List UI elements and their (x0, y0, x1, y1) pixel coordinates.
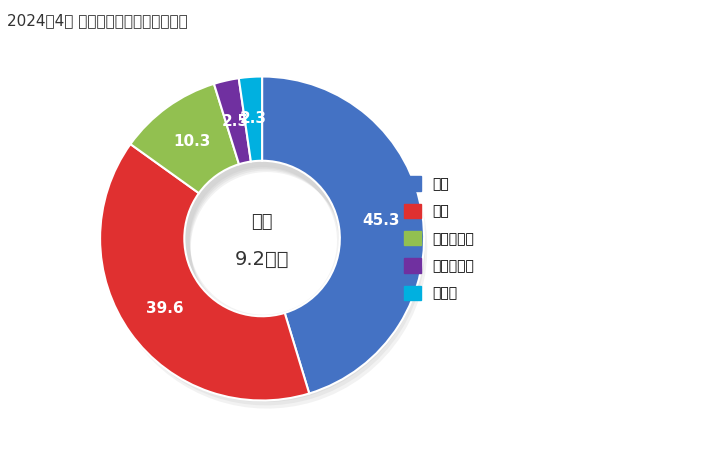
Wedge shape (219, 90, 256, 176)
Wedge shape (240, 83, 264, 168)
Wedge shape (106, 151, 311, 402)
Wedge shape (130, 84, 239, 193)
Wedge shape (242, 86, 266, 171)
Wedge shape (136, 94, 243, 202)
Wedge shape (106, 153, 312, 405)
Text: 2.5: 2.5 (222, 114, 249, 129)
Wedge shape (267, 88, 427, 402)
Wedge shape (135, 90, 242, 198)
Text: 45.3: 45.3 (362, 213, 400, 228)
Text: 総額: 総額 (251, 213, 273, 231)
Wedge shape (135, 92, 242, 200)
Wedge shape (266, 86, 425, 398)
Wedge shape (264, 83, 422, 392)
Wedge shape (106, 149, 309, 399)
Wedge shape (137, 95, 245, 204)
Wedge shape (216, 85, 253, 171)
Wedge shape (262, 76, 424, 393)
Text: 10.3: 10.3 (173, 134, 210, 149)
Wedge shape (218, 86, 254, 172)
Legend: 韓国, 台湾, マレーシア, ブルガリア, その他: 韓国, 台湾, マレーシア, ブルガリア, その他 (399, 171, 480, 306)
Text: 39.6: 39.6 (146, 301, 183, 316)
Wedge shape (106, 155, 314, 409)
Wedge shape (218, 88, 255, 174)
Wedge shape (100, 144, 309, 400)
Wedge shape (239, 76, 262, 162)
Wedge shape (214, 78, 251, 164)
Wedge shape (242, 85, 264, 170)
Text: 2024年4月 輸入相手国のシェア（％）: 2024年4月 輸入相手国のシェア（％） (7, 14, 188, 28)
Wedge shape (264, 85, 423, 395)
Text: 2.3: 2.3 (240, 112, 267, 126)
Text: 9.2億円: 9.2億円 (235, 250, 289, 269)
Wedge shape (244, 88, 267, 173)
